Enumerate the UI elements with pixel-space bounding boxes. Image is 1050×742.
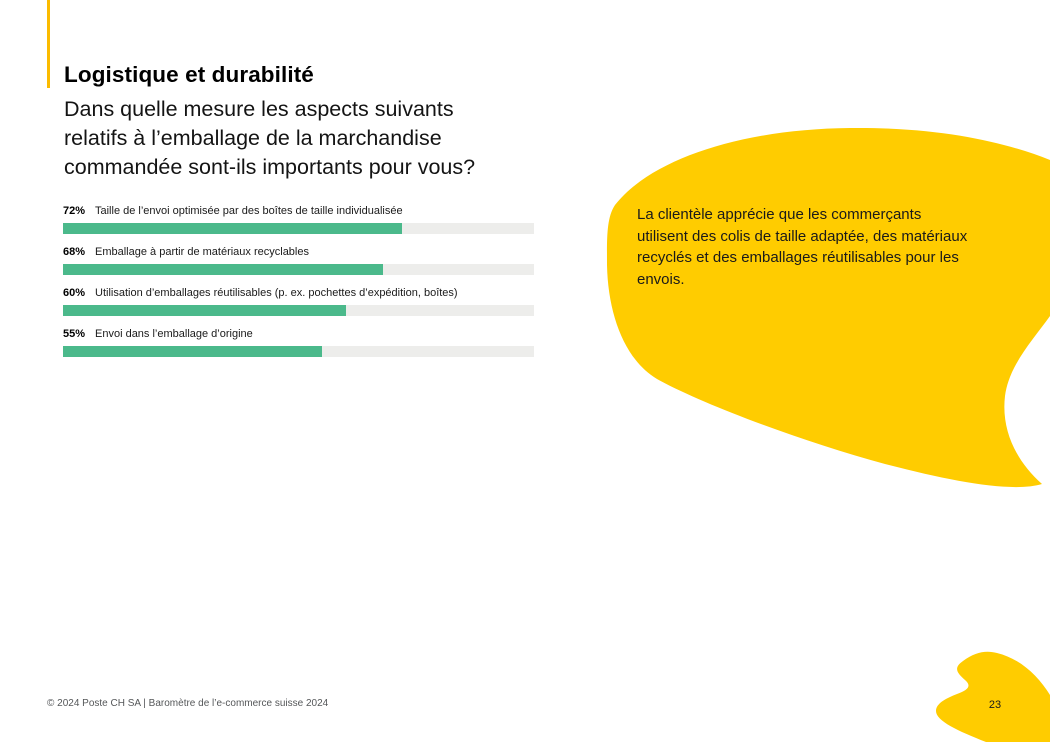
page-title: Logistique et durabilité — [64, 62, 314, 87]
bar-track — [63, 264, 534, 275]
callout-text: La clientèle apprécie que les commerçant… — [637, 204, 967, 290]
bar-fill — [63, 305, 346, 316]
bar-fill — [63, 264, 384, 275]
bar-track — [63, 305, 534, 316]
bar-row-label: 72% Taille de l’envoi optimisée par des … — [63, 205, 534, 218]
subtitle-line: Dans quelle mesure les aspects suivants — [64, 97, 454, 121]
callout-line: La clientèle apprécie que les commerçant… — [637, 206, 922, 223]
bar-category-label: Utilisation d’emballages réutilisables (… — [95, 287, 458, 299]
page-number: 23 — [988, 699, 1002, 711]
bar-row: 55% Envoi dans l’emballage d’origine — [63, 328, 534, 357]
bar-fill — [63, 346, 323, 357]
bar-percent: 72% — [63, 205, 86, 217]
bar-row-label: 68% Emballage à partir de matériaux recy… — [63, 246, 534, 259]
bar-row: 72% Taille de l’envoi optimisée par des … — [63, 205, 534, 234]
bar-row-label: 55% Envoi dans l’emballage d’origine — [63, 328, 534, 341]
title-accent-bar — [47, 0, 50, 88]
bar-category-label: Emballage à partir de matériaux recyclab… — [95, 246, 309, 258]
question-subtitle: Dans quelle mesure les aspects suivants … — [64, 95, 475, 182]
page-number-blob-shape — [936, 651, 1050, 742]
bar-track — [63, 346, 534, 357]
bar-percent: 55% — [63, 328, 86, 340]
subtitle-line: commandée sont-ils importants pour vous? — [64, 155, 476, 179]
bar-fill — [63, 223, 403, 234]
bar-track — [63, 223, 534, 234]
callout-line: envois. — [637, 270, 685, 288]
bar-category-label: Envoi dans l’emballage d’origine — [95, 328, 253, 340]
bar-percent: 60% — [63, 287, 86, 299]
callout-line: utilisent des colis de taille adaptée, d… — [637, 227, 968, 245]
bar-category-label: Taille de l’envoi optimisée par des boît… — [95, 205, 403, 217]
bar-row: 60% Utilisation d’emballages réutilisabl… — [63, 287, 534, 316]
callout-line: recyclés et des emballages réutilisables… — [637, 249, 959, 266]
bar-percent: 68% — [63, 246, 86, 258]
subtitle-line: relatifs à l’emballage de la marchandise — [64, 126, 442, 150]
bar-row-label: 60% Utilisation d’emballages réutilisabl… — [63, 287, 534, 300]
footer-copyright: © 2024 Poste CH SA | Baromètre de l’e-co… — [47, 698, 329, 709]
callout-blob-shape — [606, 127, 1050, 488]
bar-row: 68% Emballage à partir de matériaux recy… — [63, 246, 534, 275]
bar-chart: 72% Taille de l’envoi optimisée par des … — [63, 205, 534, 369]
